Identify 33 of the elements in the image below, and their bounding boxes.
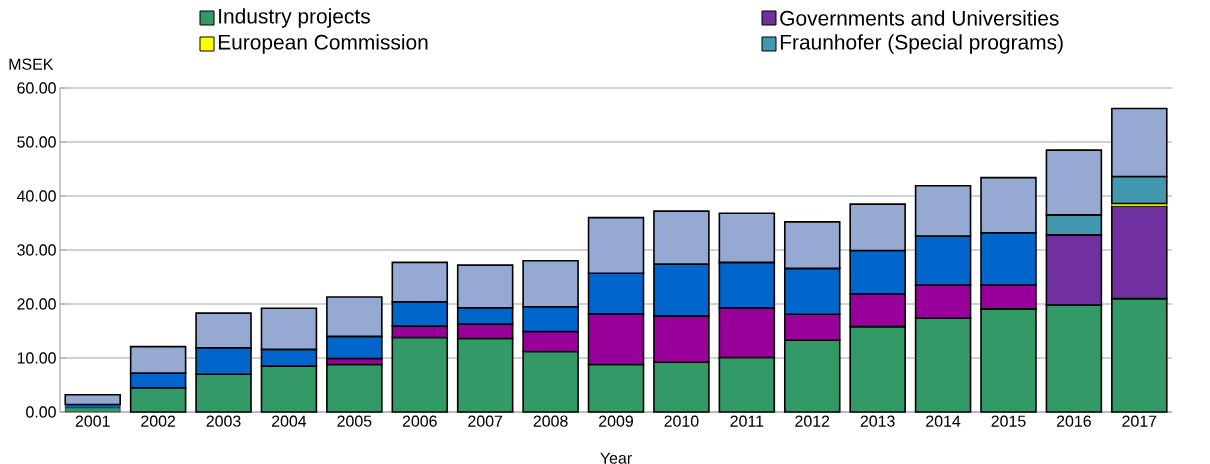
legend-label: European Commission (218, 34, 428, 54)
bar (65, 407, 121, 413)
y-tick-label: 20.00 (17, 298, 56, 310)
x-tick-label: 2016 (1056, 415, 1091, 427)
x-tick-label: 2004 (272, 415, 307, 427)
y-tick-label: 10.00 (17, 352, 56, 364)
bar (326, 363, 383, 413)
x-tick-label: 2013 (860, 415, 895, 427)
x-tick-label: 2010 (664, 415, 699, 427)
x-tick-label: 2014 (926, 415, 961, 427)
x-tick-label: 2015 (991, 415, 1026, 427)
x-tick-label: 2012 (795, 415, 830, 427)
x-tick-label: 2005 (337, 415, 372, 427)
y-axis-title: MSEK (9, 58, 54, 70)
y-tick-label: 60.00 (17, 82, 56, 94)
y-tick-label: 50.00 (17, 136, 56, 148)
x-tick-label: 2002 (141, 415, 176, 427)
bar (64, 393, 121, 406)
legend-label: Fraunhofer (Special programs) (780, 34, 1063, 54)
x-tick-label: 2017 (1122, 415, 1157, 427)
y-tick-label: 40.00 (16, 190, 56, 202)
x-tick-label: 2001 (75, 415, 110, 427)
x-tick-label: 2003 (206, 415, 241, 427)
x-tick-label: 2011 (730, 415, 764, 427)
x-axis-title: Year (600, 452, 632, 464)
x-tick-label: 2008 (533, 415, 568, 427)
x-tick-label: 2007 (468, 415, 503, 427)
legend-label: Industry projects (219, 8, 370, 28)
y-tick-label: 0.00 (26, 406, 56, 418)
y-tick-label: 30.00 (17, 244, 56, 256)
legend-label: Governments and Universities (780, 10, 1059, 26)
x-tick-label: 2009 (599, 415, 633, 427)
x-tick-label: 2006 (402, 415, 437, 427)
